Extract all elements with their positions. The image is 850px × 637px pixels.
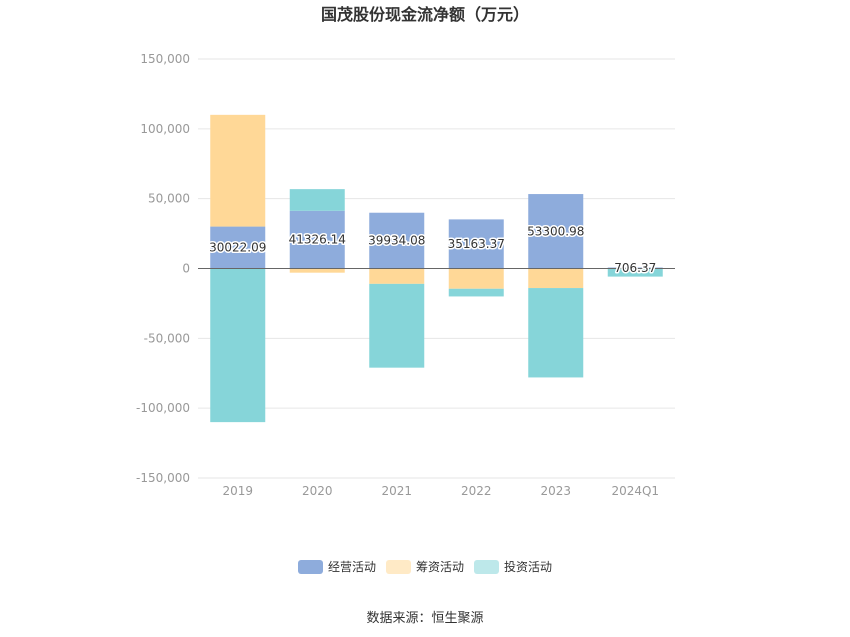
bar-financing (210, 114, 266, 227)
data-labels: 30022.09 41326.14 39934.08 35163.37 53300.98… (208, 223, 658, 277)
legend: 经营活动 筹资活动 投资活动 (298, 559, 552, 574)
y-tick-label: 50,000 (148, 192, 190, 206)
y-tick-label: 100,000 (140, 122, 190, 136)
x-tick-label: 2024Q1 (611, 484, 659, 498)
legend-swatch (298, 560, 323, 574)
x-tick-label: 2021 (381, 484, 412, 498)
data-label: 53300.98 (527, 224, 584, 238)
bar-financing (528, 268, 584, 289)
y-tick-label: -50,000 (144, 331, 190, 345)
bar-financing (369, 268, 425, 284)
source-note: 数据来源：恒生聚源 (366, 611, 483, 626)
legend-swatch (386, 560, 411, 574)
bar-investing (607, 268, 663, 277)
data-label: 30022.09 (209, 241, 266, 255)
x-tick-label: 2022 (461, 484, 492, 498)
x-tick-label: 2023 (540, 484, 571, 498)
y-axis: 150,000 100,000 50,000 0 -50,000 -100,000 -150… (136, 52, 190, 485)
x-tick-label: 2020 (302, 484, 333, 498)
bar-operating (289, 210, 345, 269)
chart-title: 国茂股份现金流净额（万元） (321, 5, 529, 24)
x-tick-label: 2019 (222, 484, 253, 498)
x-axis: 2019 2020 2021 2022 2023 2024Q1 (198, 477, 675, 498)
data-label: 41326.14 (289, 233, 346, 247)
legend-swatch (474, 560, 499, 574)
bars (210, 114, 663, 423)
bar-financing (289, 268, 345, 273)
y-tick-label: 150,000 (140, 52, 190, 66)
bar-operating (528, 194, 584, 269)
data-label: 35163.37 (448, 237, 505, 251)
y-tick-label: -100,000 (136, 401, 190, 415)
bar-investing (528, 288, 584, 378)
bar-investing (448, 288, 504, 297)
y-tick-label: 0 (182, 262, 190, 276)
bar-operating (369, 212, 425, 269)
legend-label: 投资活动 (504, 559, 552, 574)
y-tick-label: -150,000 (136, 471, 190, 485)
legend-label: 筹资活动 (416, 560, 464, 574)
bar-investing (210, 268, 266, 423)
legend-label: 经营活动 (328, 560, 376, 574)
data-label: 706.37 (614, 261, 656, 275)
bar-operating (448, 219, 504, 269)
bar-investing (369, 283, 425, 368)
bar-investing (289, 189, 345, 211)
data-label: 39934.08 (368, 234, 425, 248)
bar-operating (210, 226, 266, 269)
bar-financing (448, 268, 504, 289)
